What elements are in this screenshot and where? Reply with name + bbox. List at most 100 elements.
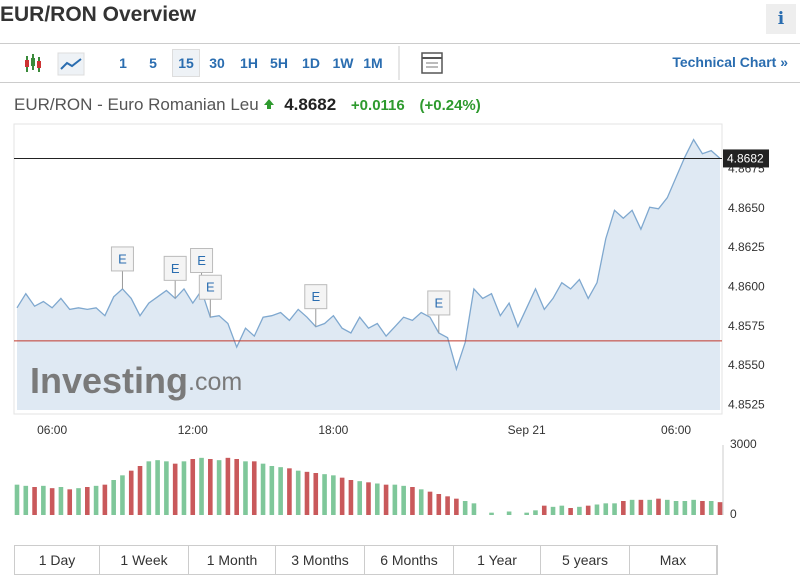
event-label: E (311, 289, 320, 304)
volume-bar (269, 466, 275, 515)
y-tick-label: 4.8575 (728, 319, 765, 333)
interval-button[interactable]: 1M (363, 55, 383, 71)
event-box (427, 290, 451, 316)
last-price-tag (723, 149, 769, 168)
interval-button[interactable]: 1W (332, 55, 354, 71)
volume-bar (603, 503, 609, 515)
volume-bar (304, 471, 310, 515)
event-box (198, 274, 222, 300)
volume-bar (682, 501, 688, 515)
volume-bar (673, 501, 679, 515)
volume-bar (550, 506, 556, 515)
period-tab[interactable]: 1 Month (189, 546, 276, 574)
period-tab[interactable]: 1 Week (100, 546, 189, 574)
period-tab[interactable]: 3 Months (276, 546, 365, 574)
volume-bar (445, 496, 450, 515)
chart-type-icons[interactable] (22, 52, 92, 76)
volume-bar (331, 475, 336, 515)
period-tab[interactable]: 1 Day (15, 546, 100, 574)
watermark: Investing.com (30, 360, 242, 401)
volume-bar (190, 459, 196, 515)
volume-bar (216, 460, 222, 515)
volume-bar (225, 457, 231, 515)
volume-bar (137, 466, 143, 515)
volume-bar (93, 485, 99, 515)
volume-bar (260, 463, 266, 515)
volume-bar (67, 489, 73, 515)
volume-bar (638, 499, 644, 515)
volume-bar (339, 477, 345, 515)
volume-bar (102, 484, 108, 515)
volume-bar (164, 461, 169, 515)
volume-bar (410, 487, 415, 515)
volume-bar (664, 499, 670, 515)
volume-bar (541, 505, 547, 515)
event-box (190, 248, 214, 274)
volume-bar (357, 481, 363, 515)
volume-bar (243, 461, 248, 515)
toolbar-icon[interactable] (398, 46, 448, 80)
volume-bar (489, 512, 494, 515)
volume-bar (295, 470, 301, 515)
volume-bar (471, 503, 477, 515)
volume-bar (524, 512, 529, 515)
x-tick-label: 06:00 (661, 423, 691, 437)
period-tab[interactable]: Max (630, 546, 717, 574)
volume-bar (401, 485, 406, 515)
volume-bar (383, 484, 389, 515)
interval-button[interactable]: 5H (270, 55, 288, 71)
volume-bar (462, 501, 468, 515)
interval-button[interactable]: 1 (119, 55, 127, 71)
volume-bar (568, 508, 573, 515)
x-tick-label: 18:00 (318, 423, 348, 437)
period-tab[interactable]: 6 Months (365, 546, 454, 574)
volume-bar (559, 505, 565, 515)
volume-tick-label: 0 (730, 507, 737, 521)
technical-chart-link[interactable]: Technical Chart » (672, 54, 788, 70)
interval-button[interactable]: 15 (172, 49, 200, 77)
volume-bar (322, 474, 327, 515)
event-label: E (206, 280, 215, 295)
interval-button[interactable]: 1D (302, 55, 320, 71)
volume-bar (708, 501, 714, 515)
chart: Investing.com 4.8525 4.8550 4.8575 4.8600 4.8… (13, 123, 769, 521)
volume-bar (14, 484, 20, 515)
interval-button[interactable]: 5 (149, 55, 157, 71)
price-area (17, 139, 720, 410)
toolbar: 1 5 15 30 1H 5H 1D 1W 1M Technical Chart » (0, 43, 800, 83)
volume-bar (85, 487, 90, 515)
volume-bar (313, 473, 319, 515)
volume-tick-label: 3000 (730, 437, 757, 451)
last-price-label: 4.8682 (727, 152, 764, 166)
volume-bar (234, 459, 239, 515)
volume-bar (32, 487, 37, 515)
volume-bar (374, 483, 380, 515)
period-tab[interactable]: 1 Year (454, 546, 541, 574)
volume-bar (454, 498, 459, 515)
volume-bar (348, 480, 354, 515)
price-line (16, 138, 721, 372)
volume-bar (629, 499, 635, 515)
event-box (304, 284, 328, 310)
interval-button[interactable]: 1H (240, 55, 258, 71)
volume-bar (128, 470, 134, 515)
volume-bar (146, 461, 152, 515)
volume-bar (41, 485, 46, 515)
event-box (110, 246, 134, 272)
period-tab[interactable]: 5 years (541, 546, 630, 574)
volume-bar (656, 498, 661, 515)
volume-bar (585, 505, 591, 515)
volume-bar (366, 482, 371, 515)
change-percent: (+0.24%) (419, 97, 481, 114)
x-tick-label: 12:00 (178, 423, 208, 437)
y-tick-label: 4.8550 (728, 358, 765, 372)
event-label: E (118, 251, 127, 266)
volume-bar (647, 499, 652, 515)
info-button[interactable]: i (766, 4, 796, 34)
y-tick-label: 4.8625 (728, 240, 765, 254)
volume-bar (58, 487, 64, 515)
interval-button[interactable]: 30 (209, 55, 225, 71)
period-tabs: 1 Day 1 Week 1 Month 3 Months 6 Months 1 Year… (14, 545, 718, 575)
y-tick-label: 4.8600 (728, 280, 765, 294)
